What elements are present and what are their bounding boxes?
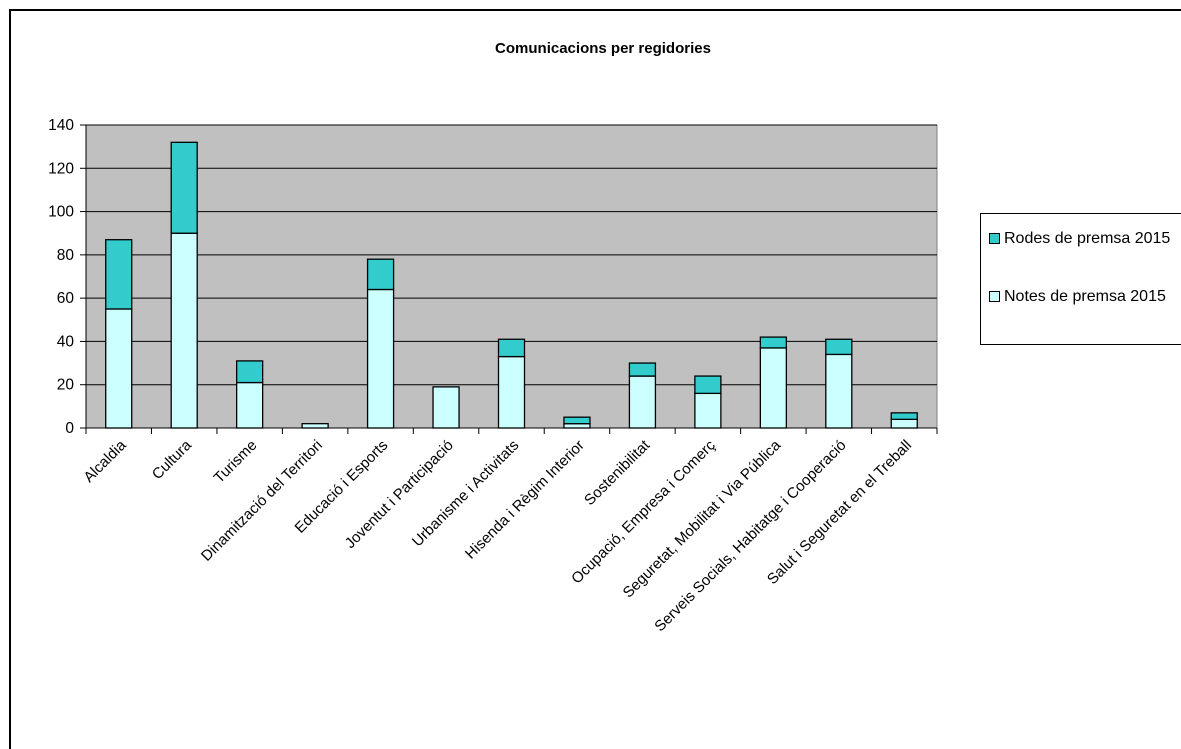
category-label: Salut i Seguretat en el Treball: [764, 437, 915, 588]
y-tick-label: 100: [48, 204, 74, 221]
bar-segment-notes: [890, 418, 918, 429]
category-label: Turisme: [211, 437, 261, 487]
legend-swatch-rodes: [989, 233, 1000, 244]
bar-segment-rodes: [759, 336, 787, 349]
bar-segment-notes: [759, 347, 787, 429]
chart-title: Comunicacions per regidories: [495, 40, 711, 57]
category-label: Hisenda i Règim Interior: [462, 437, 588, 563]
bar-segment-notes: [105, 308, 133, 429]
bar-segment-rodes: [497, 338, 526, 358]
category-label: Joventut i Participació: [342, 437, 457, 552]
plot-area: 0 20 40 60 80 100 120 140 Alcaldia Cultura Turisme…: [48, 117, 938, 635]
bar-segment-notes: [825, 353, 853, 429]
category-label: Urbanisme i Activitats: [409, 437, 522, 550]
bar-segment-notes: [366, 288, 395, 429]
y-tick-label: 60: [57, 290, 75, 307]
bar-segment-rodes: [628, 362, 657, 377]
y-tick-label: 80: [57, 247, 75, 264]
y-tick-label: 40: [57, 333, 75, 350]
legend-label-rodes: Rodes de premsa 2015: [1004, 230, 1171, 247]
bar-segment-rodes: [236, 360, 264, 384]
bar-segment-rodes: [890, 412, 918, 420]
bar-segment-notes: [236, 381, 264, 429]
category-label: Alcaldia: [80, 436, 130, 486]
bar-segment-rodes: [563, 416, 591, 425]
category-label: Sostenibilitat: [581, 436, 654, 509]
y-tick-label: 120: [48, 160, 74, 177]
category-label: Dinamització del Territori: [198, 437, 326, 565]
legend: Rodes de premsa 2015 Notes de premsa 201…: [980, 213, 1181, 345]
y-tick-label: 20: [57, 377, 75, 394]
category-label: Cultura: [149, 436, 196, 483]
bar-segment-notes: [694, 392, 722, 429]
bar-segment-notes: [170, 232, 198, 429]
bar-segment-notes: [497, 355, 526, 429]
bar-segment-notes: [301, 423, 329, 429]
bar-segment-rodes: [366, 258, 395, 291]
bar-segment-rodes: [694, 375, 722, 395]
bar-segment-rodes: [105, 239, 133, 310]
bar-segment-notes: [628, 375, 657, 429]
bar-segment-rodes: [170, 141, 198, 234]
y-tick-label: 0: [65, 420, 74, 437]
legend-label-notes: Notes de premsa 2015: [1004, 288, 1166, 305]
legend-swatch-notes: [989, 291, 1000, 302]
y-tick-label: 140: [48, 117, 74, 134]
bar-segment-notes: [432, 386, 460, 429]
bar-segment-rodes: [825, 338, 853, 356]
